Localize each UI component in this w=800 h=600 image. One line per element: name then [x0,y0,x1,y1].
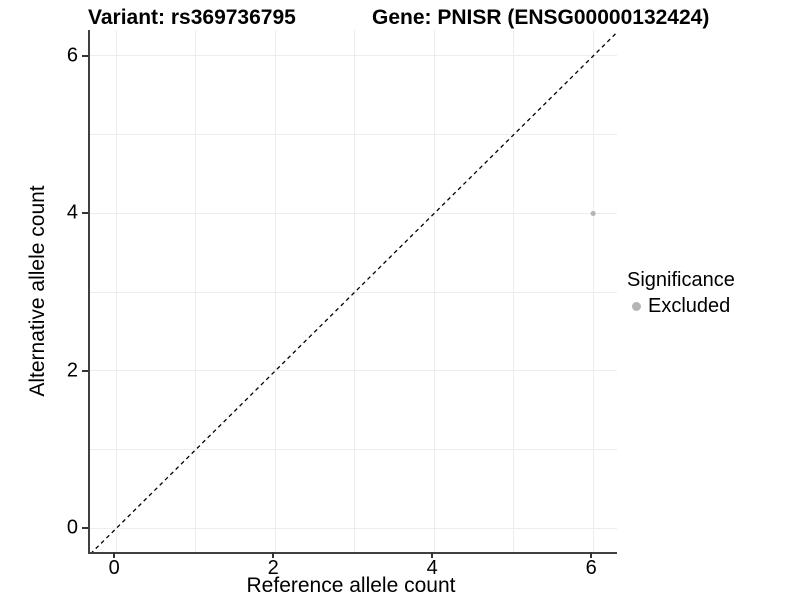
gridline-vertical [274,30,276,552]
y-axis-tick [82,212,88,215]
data-point [590,210,596,217]
x-axis-tick [431,552,434,558]
gridline-horizontal [90,212,617,214]
gridline-horizontal [90,291,617,293]
x-axis-tick [590,552,593,558]
y-tick-label: 0 [66,516,78,539]
gridline-horizontal [90,527,617,529]
gridline-horizontal [90,134,617,136]
x-axis-title: Reference allele count [246,574,456,597]
legend-title: Significance [627,269,735,291]
y-tick-label: 6 [66,44,78,67]
y-axis-tick [82,369,88,372]
x-axis-tick [113,552,116,558]
identity-line [91,31,617,552]
gridline-vertical [513,30,515,552]
gridline-horizontal [90,449,617,451]
plot-drawing-layer [91,31,617,552]
y-tick-label: 2 [66,359,78,382]
plot-title-gene: Gene: PNISR (ENSG00000132424) [372,6,710,29]
x-tick-label: 4 [426,557,438,579]
gridline-vertical [433,30,435,552]
y-axis-title: Alternative allele count [26,185,49,397]
gridline-vertical [115,30,117,552]
gridline-vertical [354,30,356,552]
gridline-horizontal [90,370,617,372]
plot-title-variant: Variant: rs369736795 [88,6,296,29]
legend-item-excluded: Excluded [632,295,735,318]
legend-key-dot-icon [632,302,641,311]
y-axis-tick [82,54,88,57]
y-tick-label: 4 [66,201,78,224]
x-tick-label: 2 [267,557,279,579]
gridline-horizontal [90,55,617,57]
y-axis-tick [82,527,88,530]
gridline-vertical [195,30,197,552]
x-axis-tick [272,552,275,558]
legend-item-label: Excluded [648,295,731,317]
gridline-vertical [592,30,594,552]
x-tick-label: 0 [108,557,120,579]
plot-panel [88,30,617,554]
x-tick-label: 6 [585,557,597,579]
legend: Significance Excluded [627,269,735,318]
